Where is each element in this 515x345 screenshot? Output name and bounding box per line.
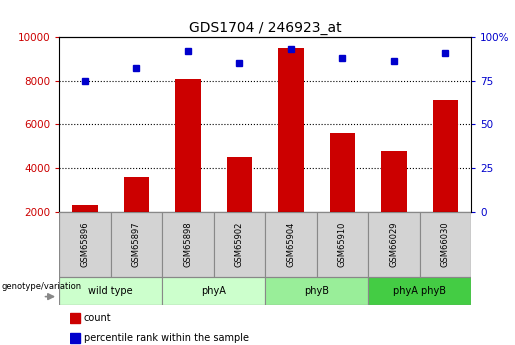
Bar bbox=[162, 277, 265, 305]
Bar bbox=[162, 212, 214, 277]
Bar bbox=[59, 277, 162, 305]
Bar bbox=[368, 277, 471, 305]
Bar bbox=[111, 212, 162, 277]
Bar bbox=[72, 205, 98, 212]
Bar bbox=[59, 212, 111, 277]
Text: phyA phyB: phyA phyB bbox=[393, 286, 446, 296]
Bar bbox=[420, 212, 471, 277]
Bar bbox=[265, 212, 317, 277]
Bar bbox=[265, 277, 368, 305]
Text: GSM66029: GSM66029 bbox=[389, 222, 399, 267]
Bar bbox=[278, 48, 304, 212]
Bar bbox=[214, 212, 265, 277]
Title: GDS1704 / 246923_at: GDS1704 / 246923_at bbox=[189, 21, 341, 34]
Bar bbox=[381, 151, 407, 212]
Bar bbox=[433, 100, 458, 212]
Text: GSM65904: GSM65904 bbox=[286, 222, 296, 267]
Text: genotype/variation: genotype/variation bbox=[1, 282, 81, 291]
Text: GSM65898: GSM65898 bbox=[183, 222, 193, 267]
Bar bbox=[70, 313, 79, 323]
Bar bbox=[124, 177, 149, 212]
Text: phyA: phyA bbox=[201, 286, 226, 296]
Text: GSM65897: GSM65897 bbox=[132, 222, 141, 267]
Bar bbox=[317, 212, 368, 277]
Bar bbox=[70, 333, 79, 343]
Text: percentile rank within the sample: percentile rank within the sample bbox=[83, 333, 249, 343]
Bar bbox=[330, 133, 355, 212]
Bar bbox=[227, 157, 252, 212]
Bar bbox=[368, 212, 420, 277]
Text: wild type: wild type bbox=[89, 286, 133, 296]
Text: GSM65896: GSM65896 bbox=[80, 222, 90, 267]
Text: GSM65902: GSM65902 bbox=[235, 222, 244, 267]
Text: GSM66030: GSM66030 bbox=[441, 222, 450, 267]
Text: phyB: phyB bbox=[304, 286, 329, 296]
Text: GSM65910: GSM65910 bbox=[338, 222, 347, 267]
Text: count: count bbox=[83, 313, 111, 323]
Bar bbox=[175, 79, 201, 212]
